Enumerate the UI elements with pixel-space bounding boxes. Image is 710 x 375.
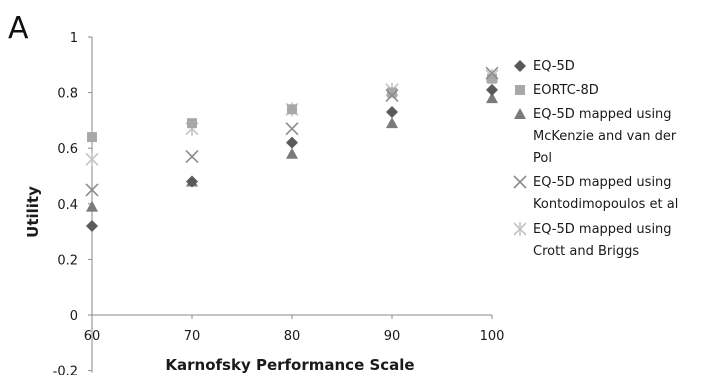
- x-tick-label: 60: [84, 329, 101, 344]
- x-tick-label: 90: [384, 329, 401, 344]
- legend-label: EQ-5D mapped using: [533, 175, 672, 190]
- data-point-x: [85, 183, 99, 197]
- data-point-triangle: [486, 92, 498, 104]
- data-point-triangle: [86, 200, 98, 212]
- data-points: [85, 66, 499, 233]
- data-point-x: [385, 88, 399, 102]
- legend-label: EQ-5D mapped using: [533, 222, 672, 237]
- legend: EQ-5D EORTC-8D EQ-5D mapped using McKenzie …: [513, 59, 678, 259]
- legend-marker-triangle: [514, 108, 526, 119]
- y-axis-title: Utility: [24, 186, 42, 238]
- data-point-x: [185, 149, 199, 164]
- legend-label: EORTC-8D: [533, 83, 599, 98]
- legend-label: EQ-5D: [533, 59, 575, 74]
- data-point-diamond: [386, 106, 398, 119]
- y-tick-label: 0.4: [57, 198, 78, 213]
- axes: [88, 36, 493, 373]
- y-tick-label: 0.6: [57, 142, 78, 157]
- legend-label: Kontodimopoulos et al: [533, 197, 678, 212]
- y-tick-label: 0.8: [57, 87, 78, 102]
- data-point-diamond: [86, 220, 98, 233]
- y-tick-label: -0.2: [53, 365, 78, 375]
- data-point-x: [485, 66, 499, 80]
- legend-marker-star: [513, 222, 527, 236]
- data-point-square: [87, 132, 97, 143]
- data-point-diamond: [486, 83, 498, 96]
- data-point-triangle: [386, 117, 398, 129]
- x-axis-title: Karnofsky Performance Scale: [165, 356, 414, 374]
- x-tick-label: 100: [480, 329, 505, 344]
- x-tick-label: 80: [284, 329, 301, 344]
- data-point-diamond: [186, 175, 198, 188]
- tick-labels: -0.2 0 0.2 0.4 0.6 0.8 1 60 70 80 90 100: [53, 31, 505, 375]
- legend-marker-x: [513, 175, 527, 189]
- y-tick-label: 0.2: [57, 253, 78, 268]
- legend-label: McKenzie and van der: [533, 129, 677, 144]
- data-point-x: [285, 122, 299, 136]
- data-point-square: [487, 73, 497, 84]
- legend-label: Crott and Briggs: [533, 244, 639, 259]
- y-tick-label: 0: [70, 309, 78, 324]
- y-tick-label: 1: [70, 31, 78, 46]
- panel-label: A: [8, 11, 29, 46]
- data-point-square: [287, 104, 297, 115]
- data-point-square: [387, 87, 397, 98]
- legend-marker-square: [515, 85, 525, 95]
- data-point-diamond: [286, 136, 298, 149]
- x-tick-label: 70: [184, 329, 201, 344]
- legend-label: Pol: [533, 151, 552, 166]
- data-point-triangle: [286, 147, 298, 159]
- data-point-star: [85, 152, 99, 167]
- legend-label: EQ-5D mapped using: [533, 107, 672, 122]
- data-point-square: [187, 118, 197, 129]
- legend-marker-diamond: [514, 60, 526, 72]
